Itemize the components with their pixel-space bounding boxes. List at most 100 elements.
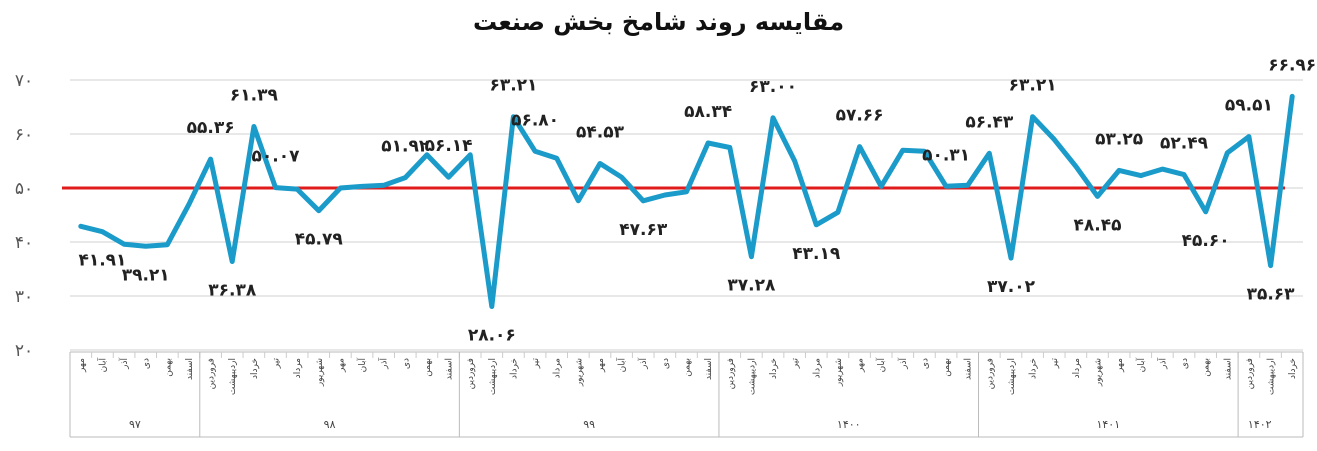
data-label: ۵۹.۵۱	[1225, 96, 1273, 116]
data-label: ۴۵.۷۹	[295, 230, 344, 250]
data-point	[251, 124, 256, 129]
data-label: ۶۳.۲۱	[489, 76, 537, 96]
data-point	[1225, 150, 1230, 155]
month-label: خرداد	[769, 358, 779, 379]
data-point	[1138, 173, 1143, 178]
data-point	[468, 152, 473, 157]
month-label: اسفند	[964, 358, 974, 380]
month-label: اردیبهشت	[1267, 358, 1277, 395]
data-point	[879, 184, 884, 189]
data-point	[727, 145, 732, 150]
month-label: دی	[1180, 358, 1190, 369]
month-label: اسفند	[185, 358, 195, 380]
month-label: مهر	[336, 358, 346, 373]
data-point	[186, 202, 191, 207]
y-tick-label: ۳۰	[15, 287, 33, 307]
data-point	[1182, 172, 1187, 177]
month-label: آذر	[118, 358, 130, 370]
data-point	[1095, 194, 1100, 199]
data-point	[489, 304, 494, 309]
month-label: آذر	[1156, 358, 1168, 370]
data-label: ۵۱.۹۲	[381, 137, 430, 157]
data-point	[273, 185, 278, 190]
month-label: تیر	[272, 358, 282, 370]
month-label: بهمن	[423, 358, 433, 377]
month-label: مرداد	[293, 358, 303, 378]
data-point	[792, 159, 797, 163]
month-label: تیر	[791, 358, 801, 370]
data-point	[511, 114, 516, 119]
month-label: مهر	[77, 358, 87, 373]
data-label: ۵۰.۰۷	[252, 147, 301, 167]
month-label: آبان	[356, 358, 368, 373]
data-point	[706, 140, 711, 145]
year-label: ۹۹	[583, 418, 595, 431]
month-label: اردیبهشت	[1007, 358, 1017, 395]
data-point	[922, 149, 927, 154]
data-point	[100, 229, 105, 234]
data-point	[424, 152, 429, 157]
data-point	[1052, 137, 1057, 142]
month-label: تیر	[531, 358, 541, 370]
month-label: اردیبهشت	[228, 358, 238, 395]
data-point	[1203, 209, 1208, 214]
month-label: دی	[142, 358, 152, 369]
month-label: شهریور	[574, 358, 584, 387]
data-point	[1008, 256, 1013, 261]
month-label: شهریور	[315, 358, 325, 387]
data-label: ۴۳.۱۹	[792, 244, 841, 264]
data-label: ۴۷.۶۳	[619, 220, 668, 240]
data-label: ۵۴.۵۳	[576, 123, 625, 143]
year-label: ۹۸	[324, 418, 336, 431]
year-label: ۱۴۰۲	[1248, 418, 1272, 431]
month-label: خرداد	[250, 358, 260, 379]
data-point	[965, 183, 970, 188]
month-label: آذر	[897, 358, 909, 370]
data-label: ۵۶.۴۳	[965, 112, 1014, 132]
month-label: شهریور	[834, 358, 844, 387]
data-point	[295, 187, 300, 192]
y-axis: ۲۰ ۳۰ ۴۰ ۵۰ ۶۰ ۷۰	[15, 71, 33, 361]
series-line	[78, 93, 1295, 309]
data-label: ۵۶.۱۴	[425, 136, 473, 156]
data-point	[360, 184, 365, 189]
month-label: مرداد	[1072, 358, 1082, 378]
y-tick-label: ۷۰	[15, 71, 33, 91]
data-label: ۵۵.۳۶	[187, 118, 235, 138]
data-point	[316, 208, 321, 213]
data-point	[1030, 114, 1035, 119]
data-point	[771, 115, 776, 120]
data-label: ۶۶.۹۶	[1268, 55, 1316, 75]
data-label: ۶۱.۳۹	[230, 85, 279, 105]
month-label: فروردین	[466, 358, 476, 389]
data-point	[835, 210, 840, 215]
y-tick-label: ۶۰	[15, 125, 33, 145]
month-label: اسفند	[445, 358, 455, 380]
data-point	[662, 193, 667, 198]
data-label: ۵۷.۶۶	[836, 106, 884, 126]
month-label: آبان	[616, 358, 628, 373]
data-point	[749, 254, 754, 259]
series-layer	[78, 93, 1295, 309]
data-point	[230, 259, 235, 264]
month-label: تیر	[1050, 358, 1060, 370]
data-label: ۵۸.۳۴	[684, 102, 732, 122]
data-label: ۶۳.۲۱	[1009, 76, 1057, 96]
data-point	[1268, 263, 1273, 268]
month-label: خرداد	[1288, 358, 1298, 379]
data-label: ۴۵.۶۰	[1182, 231, 1230, 251]
month-label: بهمن	[163, 358, 173, 377]
data-point	[446, 175, 451, 180]
month-label: اردیبهشت	[747, 358, 757, 395]
month-label: مهر	[596, 358, 606, 373]
year-label: ۱۴۰۱	[1096, 418, 1120, 431]
data-point	[619, 175, 624, 180]
month-label: آبان	[96, 358, 108, 373]
month-label: خرداد	[1029, 358, 1039, 379]
data-point	[208, 157, 213, 162]
month-label: فروردین	[207, 358, 217, 389]
data-point	[814, 222, 819, 227]
month-label: دی	[401, 358, 411, 369]
month-label: فروردین	[985, 358, 995, 389]
